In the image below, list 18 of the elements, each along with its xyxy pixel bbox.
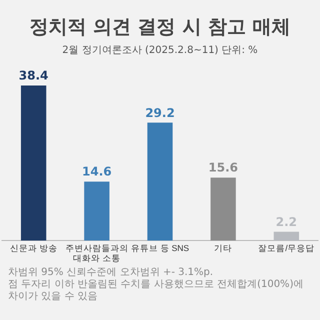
text: 차범위 95% 신뢰수준에 오차범위 +- 3.1%p.	[8, 267, 214, 279]
data-label: 15.6	[208, 160, 238, 175]
x-tick-label: 주변사람들과의 대화와 소통	[65, 243, 128, 264]
chart-title: 정치적 의견 결정 시 참고 매체	[28, 15, 292, 40]
text: 점 두자리 이하 반올림된 수치를 사용했으므로 전체합계(100%)에 차이가 있을 수 있음	[8, 279, 304, 303]
x-tick-label: 기타	[214, 243, 232, 254]
bar	[20, 85, 46, 241]
data-label: 2.2	[276, 214, 298, 229]
bar	[147, 122, 173, 241]
data-label: 14.6	[82, 164, 112, 179]
x-tick-label: 잘모름/무응답	[258, 243, 315, 254]
bar	[84, 182, 110, 241]
chart-subtitle: 2월 정기여론조사 (2025.2.8~11) 단위: %	[61, 44, 259, 57]
bar	[210, 178, 236, 241]
x-tick-label: 유튜브 등 SNS	[130, 243, 190, 254]
data-label: 29.2	[145, 106, 175, 120]
data-label: 38.4	[18, 68, 48, 83]
x-tick-label: 신문과 방송	[10, 243, 58, 254]
